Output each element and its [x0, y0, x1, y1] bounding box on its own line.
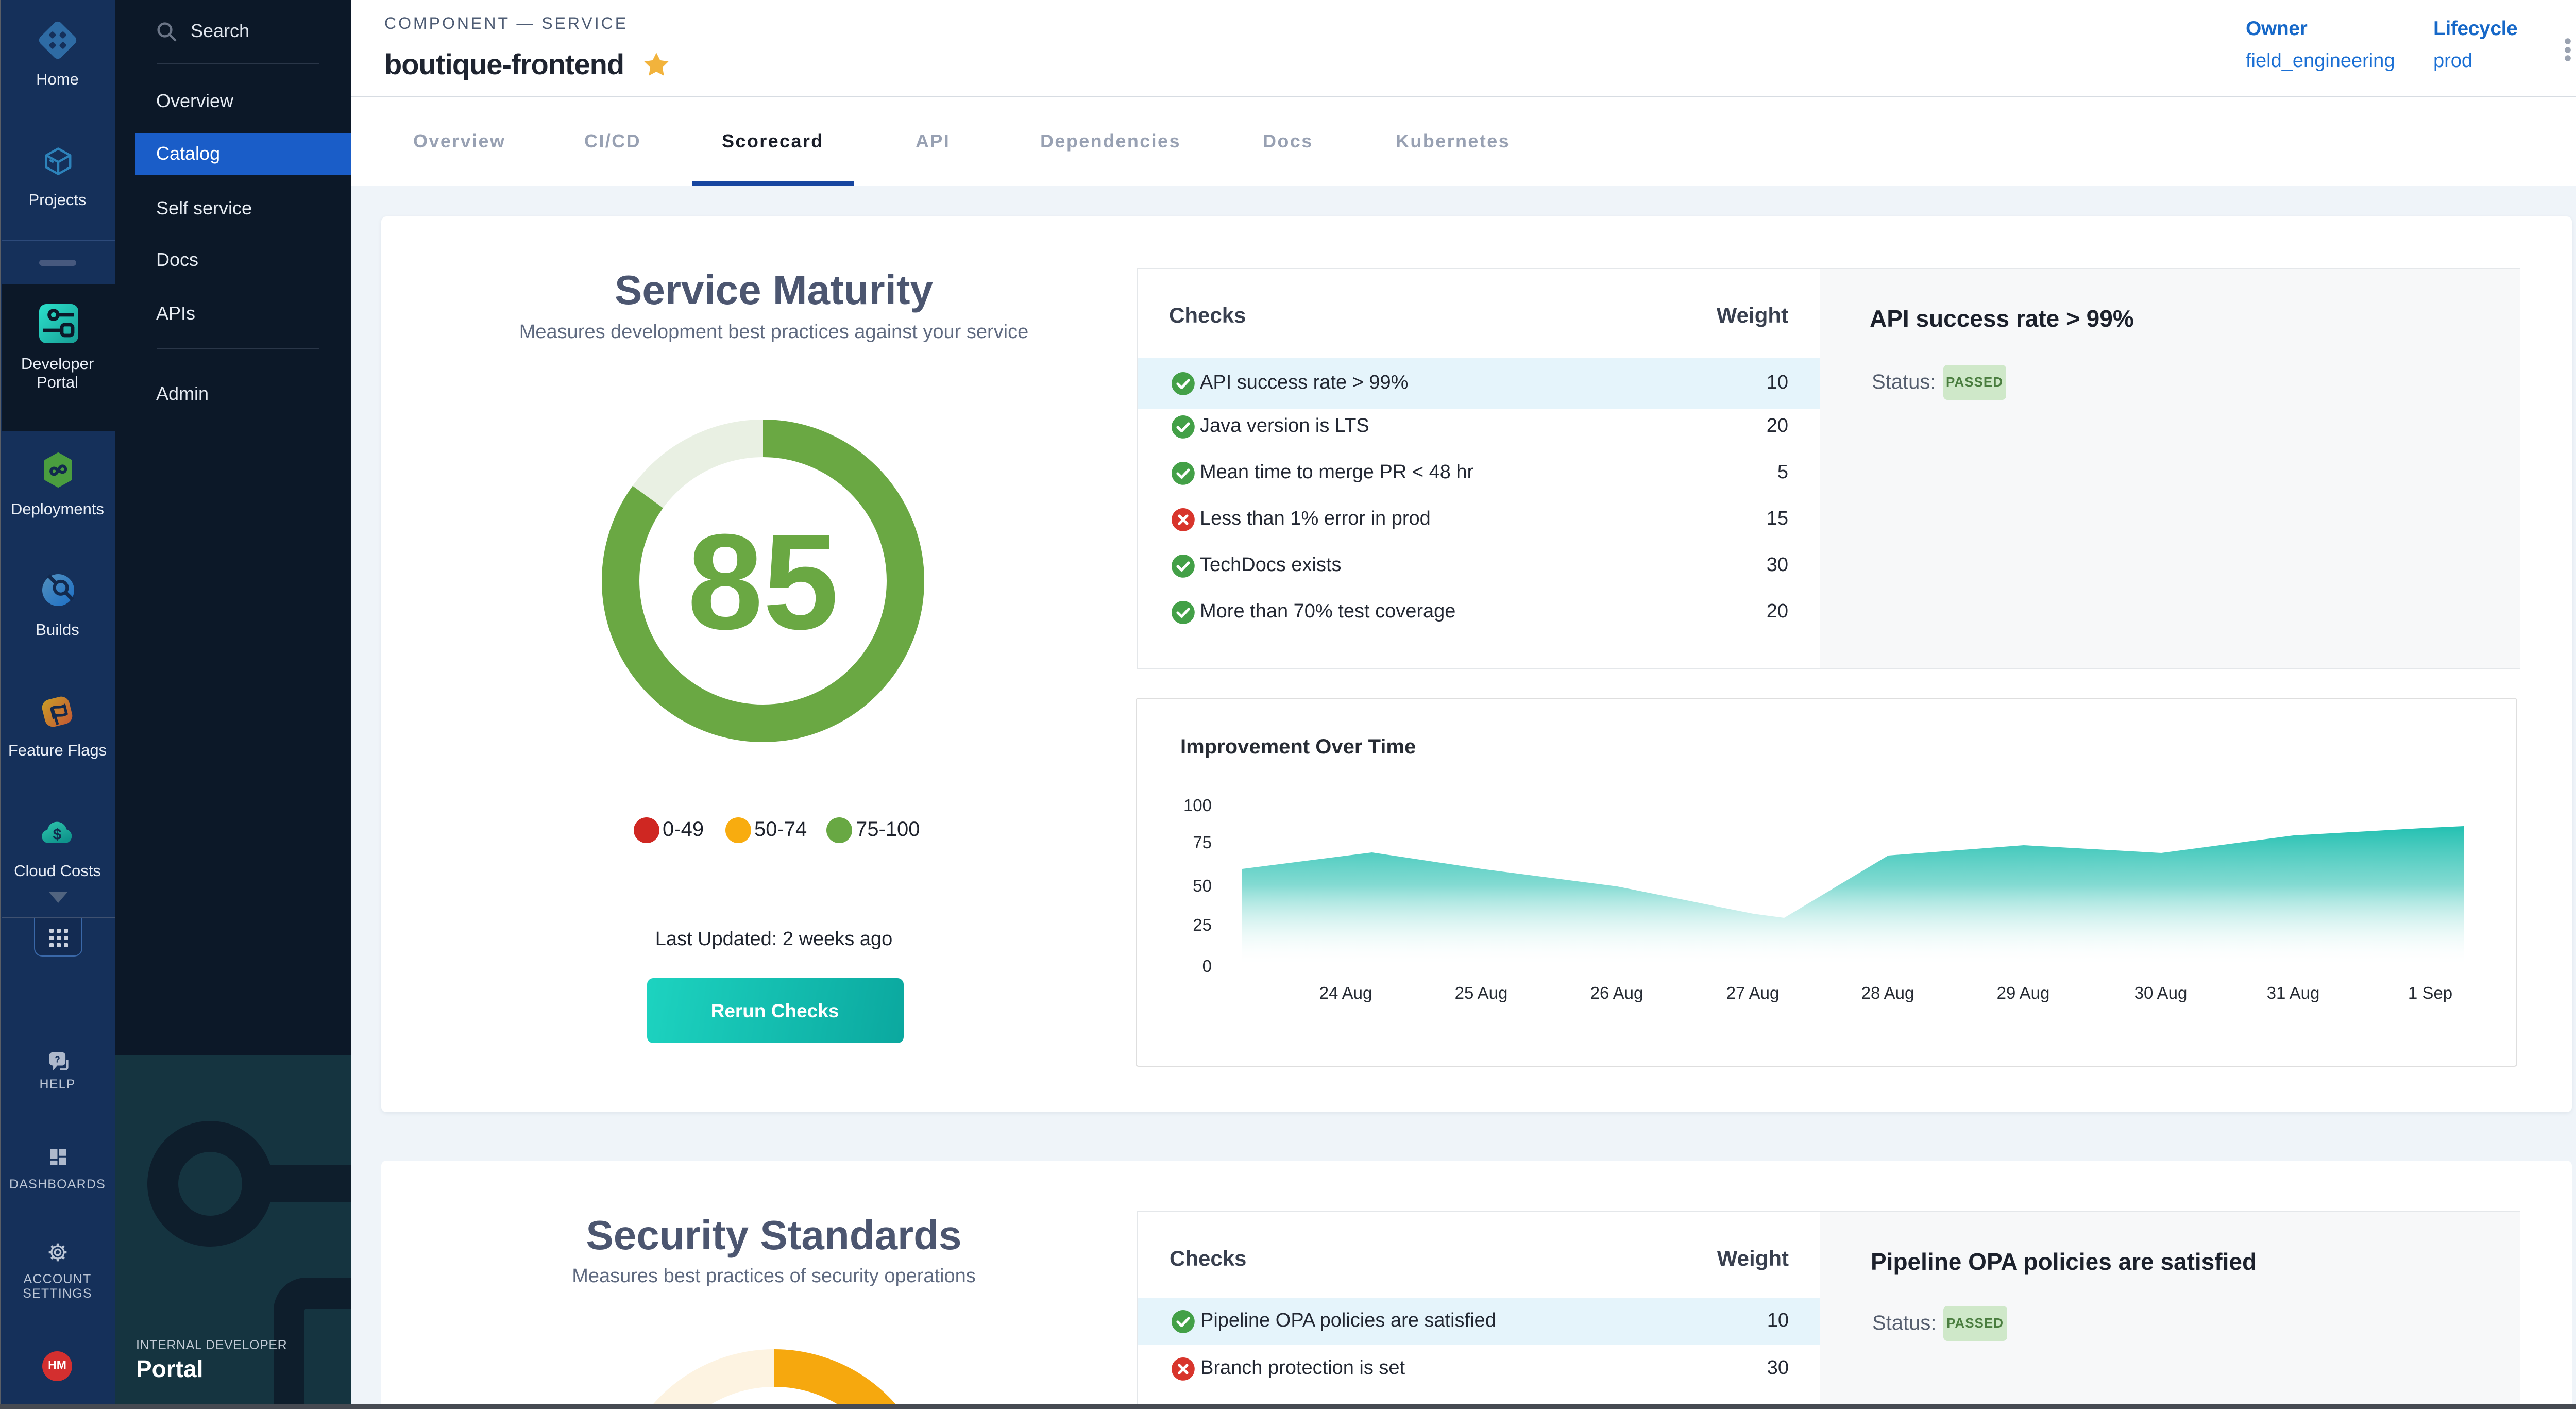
svg-text:85: 85 [687, 506, 838, 658]
svg-text:?: ? [55, 1054, 60, 1064]
svg-text:$: $ [53, 826, 62, 843]
